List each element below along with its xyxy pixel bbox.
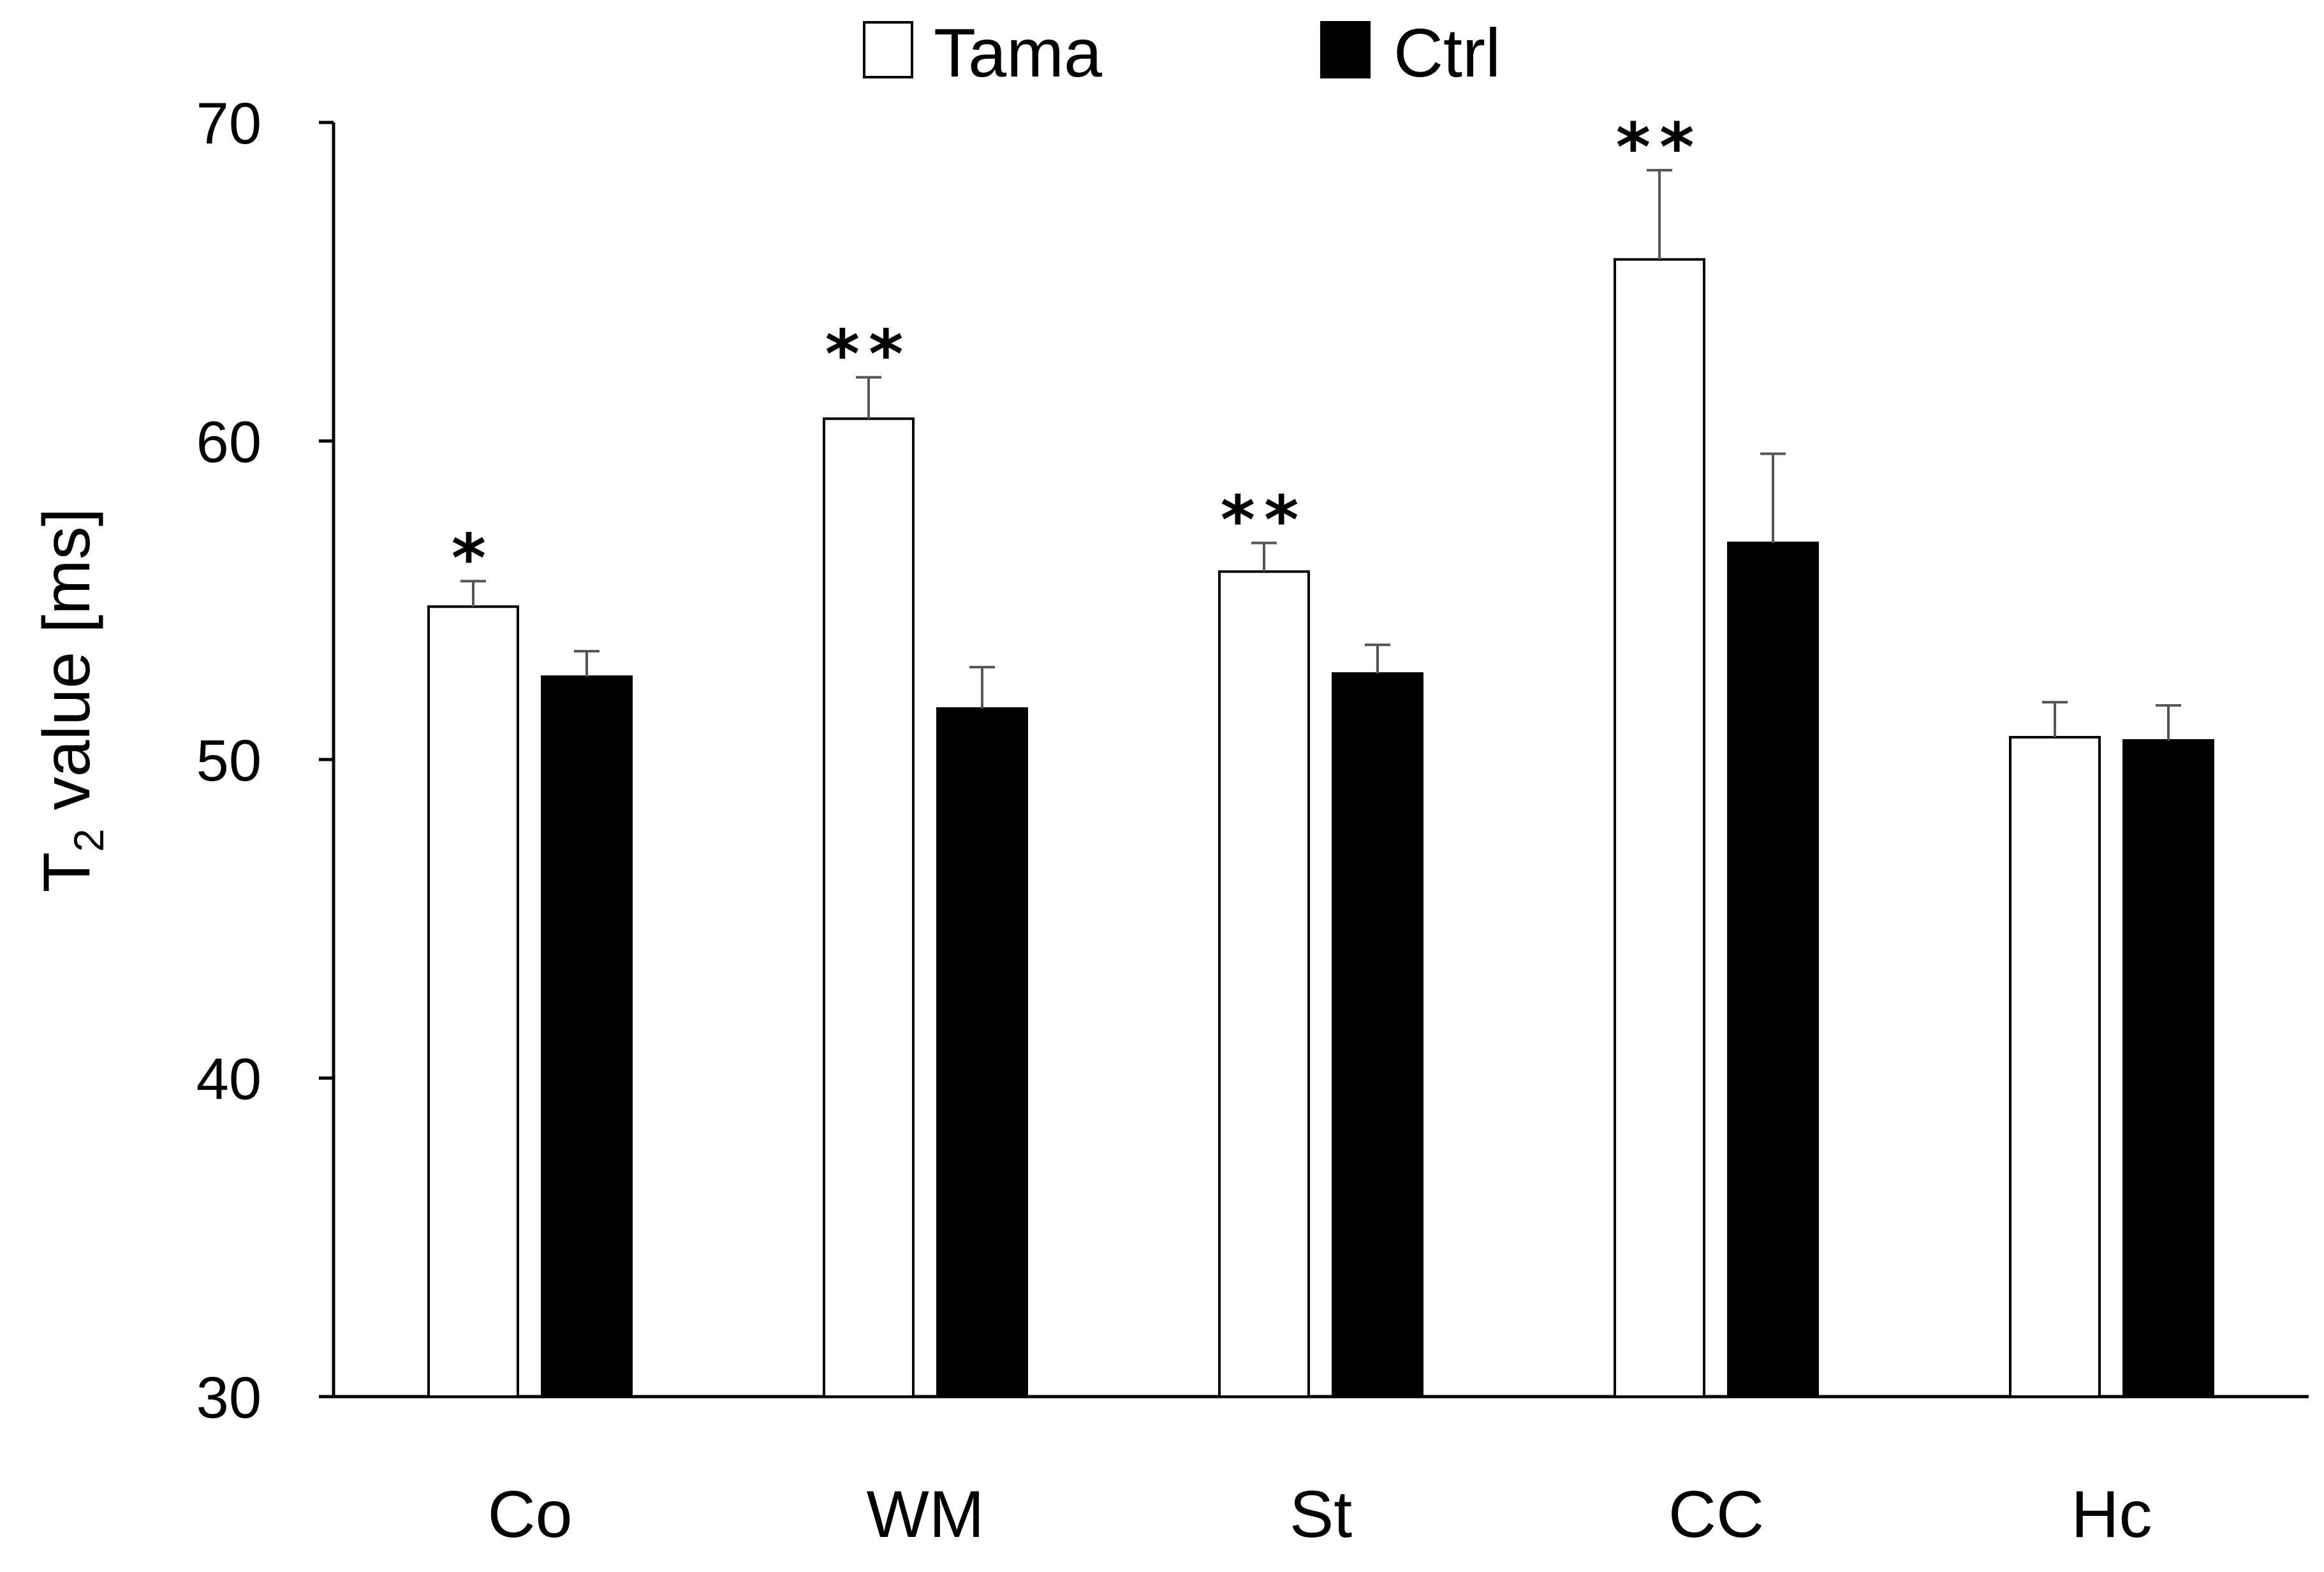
bar-ctrl-cc xyxy=(1727,541,1819,1399)
bar-ctrl-hc xyxy=(2122,739,2214,1398)
legend-label-ctrl: Ctrl xyxy=(1394,14,1501,91)
category-label-cc: CC xyxy=(1668,1478,1764,1552)
bar-tama-st xyxy=(1218,570,1310,1398)
y-tick-label-70: 70 xyxy=(196,91,261,156)
bar-tama-wm xyxy=(823,417,915,1398)
category-label-co: Co xyxy=(488,1478,573,1552)
significance-wm: ** xyxy=(825,316,913,393)
y-axis-label: T2 value [ms] xyxy=(30,508,112,892)
category-label-hc: Hc xyxy=(2071,1478,2152,1552)
y-axis-ticks: 30 40 50 60 70 xyxy=(196,91,334,1430)
y-axis-label-subscript: 2 xyxy=(65,828,112,852)
legend-swatch-tama xyxy=(863,21,913,78)
y-axis-label-prefix: T xyxy=(30,852,104,893)
bar-ctrl-st xyxy=(1332,672,1423,1398)
category-label-wm: WM xyxy=(867,1478,985,1552)
bar-tama-co xyxy=(427,605,519,1398)
y-axis-label-suffix: value [ms] xyxy=(30,508,104,828)
y-tick-label-50: 50 xyxy=(196,728,261,793)
significance-co: * xyxy=(452,519,495,597)
y-tick-label-30: 30 xyxy=(196,1365,261,1430)
y-tick-label-40: 40 xyxy=(196,1047,261,1112)
legend-swatch-ctrl xyxy=(1320,21,1371,78)
bar-ctrl-wm xyxy=(936,707,1028,1398)
bar-ctrl-co xyxy=(541,675,633,1398)
bars: ******* xyxy=(427,108,2214,1399)
bar-tama-cc xyxy=(1614,258,1705,1398)
legend-label-tama: Tama xyxy=(934,14,1103,91)
category-label-st: St xyxy=(1290,1478,1352,1552)
significance-cc: ** xyxy=(1616,108,1703,186)
y-tick-label-60: 60 xyxy=(196,410,261,475)
legend: Tama Ctrl xyxy=(863,14,1501,91)
bar-tama-hc xyxy=(2009,736,2101,1398)
significance-st: ** xyxy=(1221,481,1308,559)
category-labels: Co WM St CC Hc xyxy=(488,1478,2152,1552)
